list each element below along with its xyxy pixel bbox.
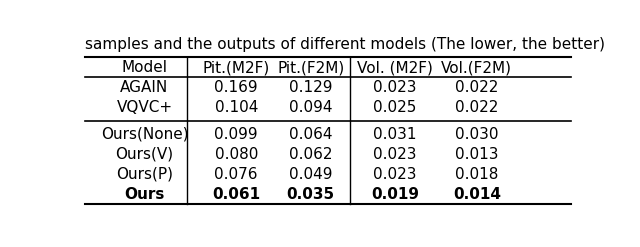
Text: 0.031: 0.031 [373,127,417,142]
Text: 0.013: 0.013 [455,147,499,162]
Text: 0.049: 0.049 [289,167,332,182]
Text: 0.061: 0.061 [212,187,260,202]
Text: 0.030: 0.030 [455,127,499,142]
Text: 0.076: 0.076 [214,167,258,182]
Text: Ours(None): Ours(None) [100,127,188,142]
Text: 0.035: 0.035 [287,187,335,202]
Text: VQVC+: VQVC+ [116,100,173,115]
Text: 0.014: 0.014 [453,187,501,202]
Text: 0.062: 0.062 [289,147,332,162]
Text: Ours(P): Ours(P) [116,167,173,182]
Text: 0.169: 0.169 [214,80,258,95]
Text: 0.023: 0.023 [373,147,417,162]
Text: 0.022: 0.022 [455,80,499,95]
Text: Ours: Ours [124,187,164,202]
Text: 0.064: 0.064 [289,127,332,142]
Text: 0.023: 0.023 [373,80,417,95]
Text: 0.094: 0.094 [289,100,332,115]
Text: 0.129: 0.129 [289,80,332,95]
Text: 0.099: 0.099 [214,127,258,142]
Text: 0.104: 0.104 [214,100,258,115]
Text: 0.018: 0.018 [455,167,499,182]
Text: 0.025: 0.025 [373,100,417,115]
Text: 0.022: 0.022 [455,100,499,115]
Text: AGAIN: AGAIN [120,80,168,95]
Text: 0.019: 0.019 [371,187,419,202]
Text: Vol. (M2F): Vol. (M2F) [357,60,433,75]
Text: Pit.(F2M): Pit.(F2M) [277,60,344,75]
Text: samples and the outputs of different models (The lower, the better): samples and the outputs of different mod… [85,37,605,52]
Text: Pit.(M2F): Pit.(M2F) [203,60,270,75]
Text: Ours(V): Ours(V) [115,147,173,162]
Text: 0.080: 0.080 [214,147,258,162]
Text: 0.023: 0.023 [373,167,417,182]
Text: Vol.(F2M): Vol.(F2M) [442,60,512,75]
Text: Model: Model [122,60,168,75]
